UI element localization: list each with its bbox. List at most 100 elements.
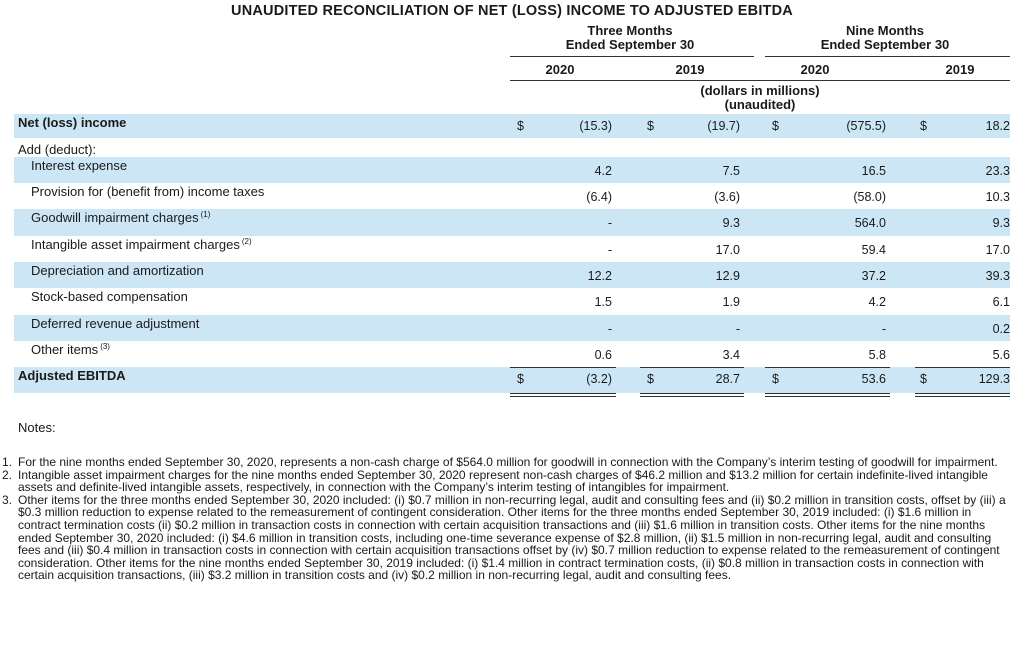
value-cell: 10.3 [985,190,1010,204]
units-line-2: (unaudited) [724,97,796,112]
value-cell: 5.8 [868,348,886,362]
subtotal-rule [765,367,890,368]
total-double-rule [640,393,744,397]
value-cell: 37.2 [861,269,886,283]
value-cell: 17.0 [985,243,1010,257]
value-cell: 1.5 [594,295,612,309]
row-label: Other items (3) [31,342,110,357]
nine-months-header: Nine Months Ended September 30 [785,24,985,52]
value-cell: 0.2 [992,322,1010,336]
year-rule [510,80,1010,81]
row-label: Interest expense [31,158,127,173]
row-shading [14,367,1010,393]
row-label-text: Intangible asset impairment charges [31,237,240,252]
note-item: 3. Other items for the three months ended… [0,494,1010,582]
value-cell: (3.2) [586,372,612,386]
value-cell: 7.5 [722,164,740,178]
units-line-1: (dollars in millions) [700,83,820,98]
note-text: For the nine months ended September 30, … [18,455,998,469]
row-label-text: Stock-based compensation [31,289,188,304]
value-cell: 5.6 [992,348,1010,362]
value-cell: 39.3 [985,269,1010,283]
row-label-text: Goodwill impairment charges [31,210,199,225]
table-row: Add (deduct): [0,140,1024,166]
footnote-ref: (1) [200,210,211,219]
table-row: Goodwill impairment charges (1) - 9.3 564.0 9… [0,209,1024,235]
table-row: Interest expense 4.2 7.5 16.5 23.3 [0,157,1024,183]
value-cell: (3.6) [714,190,740,204]
value-cell: 9.3 [992,216,1010,230]
table-row: Net (loss) income $ (15.3) $ (19.7) $ (575.5) $… [0,114,1024,140]
dollar-sign: $ [647,119,654,133]
value-cell: - [607,216,612,230]
note-text: Other items for the three months ended S… [18,492,1006,583]
table-row: Other items (3) 0.6 3.4 5.8 5.6 [0,341,1024,367]
three-months-header: Three Months Ended September 30 [530,24,730,52]
row-label: Intangible asset impairment charges (2) [31,237,252,252]
row-label: Goodwill impairment charges (1) [31,210,210,225]
note-number: 2. [2,467,13,482]
note-number: 1. [2,455,13,469]
value-cell: 4.2 [594,164,612,178]
table-row: Depreciation and amortization 12.2 12.9 37.… [0,262,1024,288]
value-cell: 3.4 [722,348,740,362]
footnote-ref: (2) [241,237,252,246]
header-rule-nine [765,56,1010,57]
note-text: Intangible asset impairment charges for … [18,467,988,495]
table-row: Provision for (benefit from) income taxe… [0,183,1024,209]
total-double-rule [765,393,890,397]
value-cell: - [607,322,612,336]
value-cell: (575.5) [846,119,886,133]
row-label: Net (loss) income [18,115,126,130]
value-cell: 129.3 [978,372,1010,386]
subtotal-rule [510,367,616,368]
value-cell: 564.0 [854,216,886,230]
value-cell: 6.1 [992,295,1010,309]
value-cell: 4.2 [868,295,886,309]
note-number: 3. [2,492,13,507]
dollar-sign: $ [920,119,927,133]
three-months-line-2: Ended September 30 [565,37,695,52]
value-cell: 23.3 [985,164,1010,178]
row-label-text: Depreciation and amortization [31,263,204,278]
value-cell: 1.9 [722,295,740,309]
row-label: Deferred revenue adjustment [31,316,199,331]
nine-months-line-1: Nine Months [846,23,924,38]
row-label-text: Adjusted EBITDA [18,368,126,383]
page-title: UNAUDITED RECONCILIATION OF NET (LOSS) I… [231,3,793,19]
header-rule-three [510,56,754,57]
total-double-rule [510,393,616,397]
value-cell: - [881,322,886,336]
table-row: Intangible asset impairment charges (2) - 1… [0,236,1024,262]
value-cell: (19.7) [707,119,740,133]
value-cell: 12.9 [715,269,740,283]
notes-title: Notes: [18,420,56,435]
row-label: Adjusted EBITDA [18,368,126,383]
table-row: Stock-based compensation 1.5 1.9 4.2 6.1 [0,288,1024,314]
value-cell: 0.6 [594,348,612,362]
dollar-sign: $ [517,372,524,386]
row-label: Depreciation and amortization [31,263,204,278]
year-col-4: 2019 [945,62,975,77]
row-shading [14,114,1010,138]
row-label-text: Other items [31,342,99,357]
row-label-text: Deferred revenue adjustment [31,316,200,331]
value-cell: 18.2 [985,119,1010,133]
subtotal-rule [915,367,1010,368]
value-cell: (58.0) [853,190,886,204]
row-shading [14,157,1010,183]
value-cell: 28.7 [715,372,740,386]
units-note: (dollars in millions) (unaudited) [640,84,880,112]
value-cell: (6.4) [586,190,612,204]
note-item: 1. For the nine months ended September 30… [0,456,1010,469]
notes-list: 1. For the nine months ended September 30… [0,456,1010,582]
year-col-1: 2020 [545,62,575,77]
dollar-sign: $ [920,372,927,386]
value-cell: (15.3) [579,119,612,133]
table-row: Deferred revenue adjustment - - - 0.2 [0,315,1024,341]
row-label-text: Add (deduct): [18,142,97,157]
value-cell: 17.0 [715,243,740,257]
table-row: Adjusted EBITDA $ (3.2) $28.7 $53.6 $129.3 [0,367,1024,393]
note-item: 2. Intangible asset impairment charges fo… [0,467,1010,495]
value-cell: 16.5 [861,164,886,178]
